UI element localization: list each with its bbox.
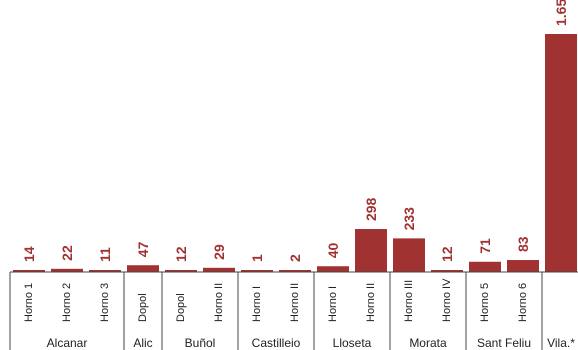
bar — [431, 270, 463, 272]
bar — [317, 266, 349, 272]
value-label: 47 — [135, 241, 151, 257]
value-label: 1.65 — [553, 0, 569, 26]
category-label: Horno 2 — [61, 283, 73, 322]
group-label: Buñol — [185, 336, 216, 350]
category-label: Horno 3 — [99, 283, 111, 322]
value-label: 11 — [97, 247, 113, 262]
group-label: Lloseta — [333, 336, 372, 350]
value-label: 22 — [59, 245, 75, 261]
bar — [469, 261, 501, 272]
value-label: 233 — [401, 207, 417, 231]
bar — [51, 268, 83, 272]
group-label: Alic — [133, 336, 152, 350]
category-label: Dopol — [137, 293, 149, 322]
category-label: Horno 6 — [517, 283, 529, 322]
category-label: Horno II — [213, 283, 225, 322]
value-label: 12 — [173, 246, 189, 262]
group-label: Vila.* — [547, 336, 575, 350]
bar — [127, 265, 159, 272]
bar — [393, 238, 425, 272]
bar — [507, 260, 539, 272]
bar — [165, 270, 197, 272]
category-label: Horno II — [365, 283, 377, 322]
category-label: Horno I — [251, 286, 263, 322]
value-label: 71 — [477, 238, 493, 254]
group-label: Sant Feliu — [477, 336, 531, 350]
category-label: Horno IV — [441, 278, 453, 322]
category-label: Horno III — [403, 280, 415, 322]
bar — [203, 267, 235, 272]
bar — [355, 229, 387, 272]
category-label: Horno 5 — [479, 283, 491, 322]
value-label: 1 — [249, 254, 265, 262]
value-label: 2 — [287, 254, 303, 262]
value-label: 12 — [439, 246, 455, 262]
group-label: Castilleio — [252, 336, 301, 350]
category-label: Dopol — [175, 293, 187, 322]
value-label: 14 — [21, 246, 37, 262]
value-label: 298 — [363, 197, 379, 221]
group-label: Morata — [409, 336, 447, 350]
value-label: 40 — [325, 242, 341, 258]
category-label: Horno I — [327, 286, 339, 322]
value-label: 83 — [515, 236, 531, 252]
group-label: Alcanar — [47, 336, 88, 350]
value-label: 29 — [211, 244, 227, 260]
category-label: Horno 1 — [23, 283, 35, 322]
bar — [545, 34, 577, 272]
bar — [89, 270, 121, 272]
bar — [279, 270, 311, 272]
bar — [13, 269, 45, 272]
bar — [241, 270, 273, 272]
category-label: Horno II — [289, 283, 301, 322]
